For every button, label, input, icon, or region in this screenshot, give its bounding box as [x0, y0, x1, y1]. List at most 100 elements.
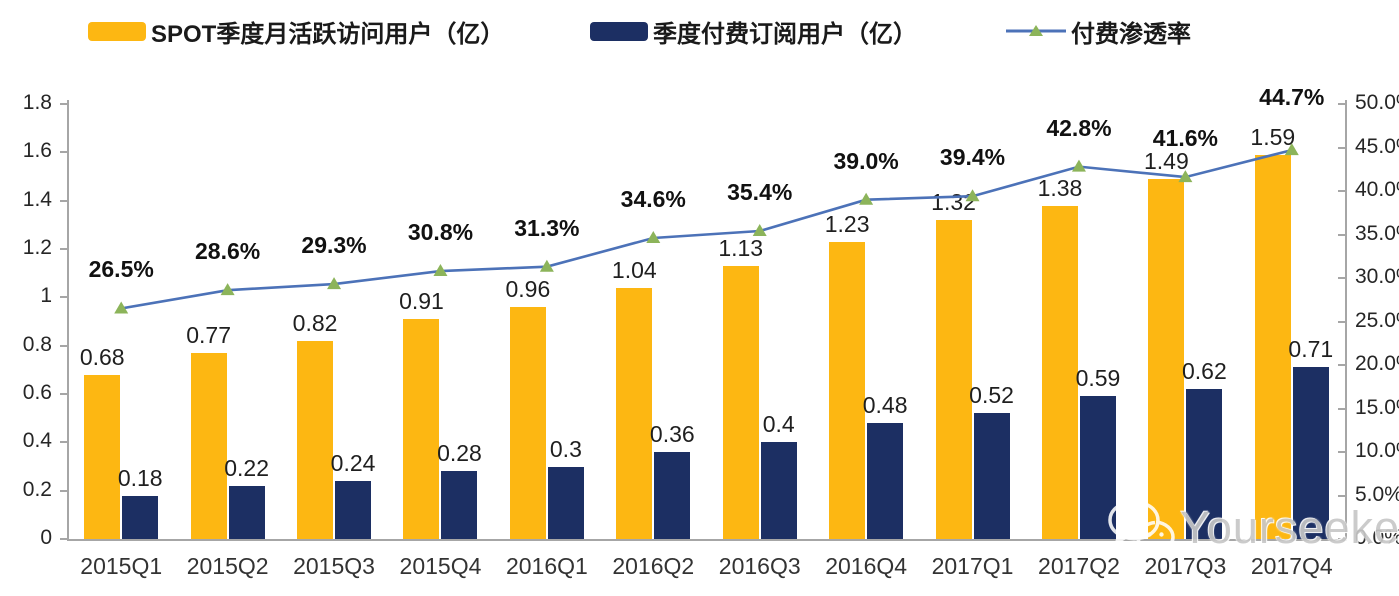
subscribers-bar-value-label: 0.4 — [762, 411, 795, 438]
x-axis-line — [67, 539, 1347, 541]
mau-bar-value-label: 1.59 — [1250, 123, 1296, 150]
mau-bar-value-label: 0.82 — [292, 309, 338, 336]
subscribers-bar-value-label: 0.59 — [1075, 365, 1121, 392]
left-axis-tick-label: 1.4 — [22, 187, 52, 211]
subscribers-bar — [654, 452, 691, 539]
subscribers-bar — [335, 481, 372, 539]
penetration-marker — [539, 259, 554, 272]
subscribers-bar-value-label: 0.48 — [862, 392, 908, 418]
penetration-value-label: 44.7% — [1259, 84, 1325, 111]
legend-label-subscribers: 季度付费订阅用户（亿） — [653, 20, 917, 48]
legend-item-penetration: 付费渗透率 — [1006, 16, 1191, 48]
right-axis-tick — [1338, 320, 1347, 323]
penetration-value-label: 41.6% — [1152, 125, 1218, 152]
penetration-marker — [433, 264, 448, 277]
subscribers-bar — [867, 423, 904, 539]
penetration-value-label: 30.8% — [407, 219, 474, 246]
penetration-value-label: 42.8% — [1046, 114, 1112, 141]
mau-bar — [190, 352, 227, 539]
subscribers-bar — [122, 495, 159, 539]
mau-bar — [1148, 178, 1185, 539]
left-axis-tick — [60, 296, 69, 299]
watermark: Yourseeker — [1104, 496, 1399, 560]
subscribers-bar — [547, 466, 584, 539]
left-axis-tick-label: 0 — [40, 526, 52, 549]
left-axis-tick — [60, 344, 69, 347]
mau-bar — [297, 340, 334, 539]
subscribers-bar — [1292, 367, 1329, 539]
mau-bar-value-label: 1.04 — [611, 256, 657, 283]
penetration-marker — [1071, 159, 1086, 172]
left-axis-tick-label: 1.8 — [22, 91, 52, 114]
right-axis-tick — [1338, 277, 1347, 279]
legend-item-mau: SPOT季度月活跃访问用户（亿） — [88, 16, 505, 48]
wechat-icon — [1108, 500, 1175, 558]
subscribers-bar — [441, 471, 478, 539]
right-axis-tick — [1338, 407, 1347, 410]
x-axis-category-label: 2016Q2 — [612, 553, 695, 579]
mau-bar-value-label: 1.32 — [931, 189, 976, 215]
legend-label-mau: SPOT季度月活跃访问用户（亿） — [151, 20, 505, 48]
left-axis-tick — [60, 248, 69, 250]
subscribers-bar — [228, 485, 265, 539]
mau-bar — [403, 319, 440, 539]
right-axis-tick — [1338, 494, 1347, 497]
left-axis-tick — [60, 393, 69, 395]
left-axis-tick-label: 0.2 — [22, 477, 52, 501]
subscribers-bar-value-label: 0.28 — [437, 440, 482, 467]
right-axis-tick-label: 35.0% — [1355, 221, 1399, 245]
left-axis-tick — [60, 199, 69, 202]
right-axis-tick-label: 10.0% — [1355, 439, 1399, 462]
mau-bar — [1254, 154, 1291, 539]
x-axis-category-label: 2017Q4 — [1250, 553, 1333, 579]
subscribers-bar-value-label: 0.22 — [224, 454, 270, 481]
penetration-line-swatch — [1006, 25, 1066, 36]
penetration-value-label: 31.3% — [514, 214, 580, 241]
x-axis-category-label: 2017Q1 — [931, 553, 1014, 579]
legend-item-subscribers: 季度付费订阅用户（亿） — [590, 16, 917, 48]
right-axis-line — [1345, 100, 1347, 539]
right-axis-tick — [1338, 364, 1347, 366]
penetration-marker — [220, 283, 235, 296]
x-axis-category-label: 2017Q2 — [1038, 553, 1120, 579]
mau-bar-value-label: 1.13 — [718, 234, 764, 261]
subscribers-series-swatch — [590, 21, 648, 41]
x-axis-category-label: 2015Q4 — [399, 553, 482, 579]
right-axis-tick-label: 0.0% — [1355, 526, 1399, 549]
subscribers-bar-value-label: 0.36 — [649, 421, 695, 447]
subscribers-bar-value-label: 0.3 — [549, 435, 582, 462]
left-axis-tick-label: 1 — [40, 284, 52, 308]
right-axis-tick — [1338, 538, 1347, 540]
penetration-marker — [327, 277, 342, 290]
x-axis-category-label: 2015Q2 — [186, 553, 269, 579]
left-axis-tick — [60, 538, 69, 540]
mau-bar — [509, 307, 546, 539]
x-axis-category-label: 2015Q3 — [293, 553, 375, 579]
penetration-value-label: 35.4% — [727, 179, 793, 206]
right-axis-tick-label: 5.0% — [1355, 482, 1399, 506]
right-axis-tick — [1338, 146, 1347, 149]
penetration-line — [120, 148, 1293, 310]
right-axis-tick — [1338, 451, 1347, 453]
subscribers-bar-value-label: 0.71 — [1288, 336, 1334, 363]
mau-bar-value-label: 0.77 — [186, 321, 232, 348]
penetration-value-label: 39.4% — [939, 144, 1006, 171]
right-axis-tick — [1338, 103, 1347, 105]
mau-bar-value-label: 0.96 — [505, 276, 551, 302]
left-axis-line — [67, 100, 69, 539]
x-axis-category-label: 2016Q4 — [825, 553, 908, 579]
penetration-marker — [114, 301, 129, 314]
right-axis-tick-label: 30.0% — [1355, 265, 1399, 288]
x-axis-category-label: 2017Q3 — [1144, 553, 1227, 579]
subscribers-bar-value-label: 0.18 — [117, 464, 163, 491]
right-axis-tick-label: 45.0% — [1355, 134, 1399, 158]
subscribers-bar — [973, 413, 1010, 539]
right-axis-tick-label: 40.0% — [1355, 178, 1399, 201]
right-axis-tick-label: 20.0% — [1355, 352, 1399, 375]
subscribers-bar — [760, 442, 797, 539]
right-axis-tick — [1338, 233, 1347, 236]
left-axis-tick — [60, 151, 69, 154]
penetration-value-label: 29.3% — [301, 232, 367, 259]
right-axis-tick-label: 15.0% — [1355, 395, 1399, 419]
